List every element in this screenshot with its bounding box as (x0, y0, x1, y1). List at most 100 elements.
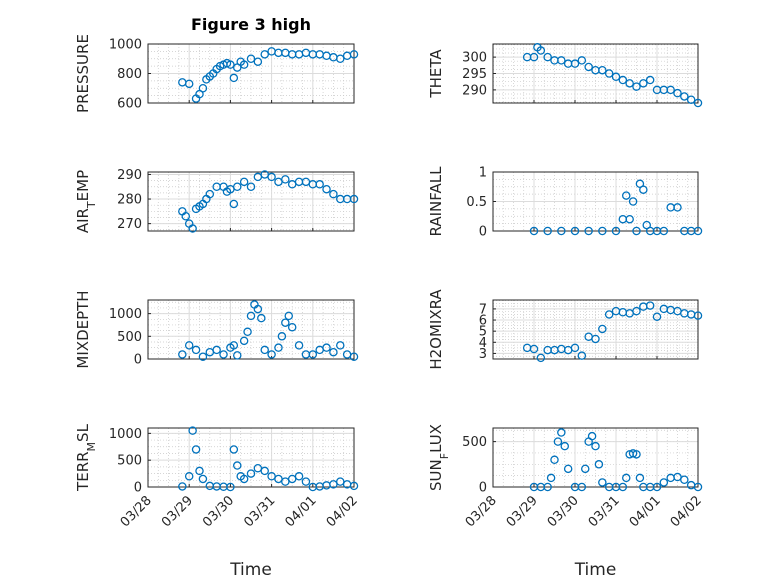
data-point (281, 175, 290, 184)
data-point (645, 301, 655, 310)
data-point (693, 482, 703, 492)
data-point (301, 477, 311, 486)
data-point (693, 226, 703, 236)
chart-title: Figure 3 high (191, 15, 311, 34)
data-point (598, 226, 607, 236)
y-tick-label: 1000 (109, 307, 142, 322)
y-tick-label: 0 (479, 225, 487, 240)
data-point (587, 431, 597, 441)
data-point (680, 475, 689, 484)
y-tick-label: 6 (479, 314, 487, 329)
data-point (287, 322, 297, 332)
data-point (639, 79, 648, 88)
y-tick-label: 290 (117, 168, 142, 183)
data-point (680, 92, 689, 101)
data-point (233, 182, 242, 191)
y-tick-label: 0 (479, 481, 487, 496)
y-axis-label: PRESSURE (74, 34, 92, 113)
data-point (349, 352, 359, 361)
data-point (198, 352, 208, 361)
data-point (239, 336, 249, 346)
data-point (181, 211, 191, 221)
data-point (246, 469, 256, 478)
y-tick-label: 295 (462, 67, 487, 82)
data-point (229, 199, 239, 209)
data-point (591, 334, 600, 344)
data-point (659, 478, 669, 487)
data-point (598, 65, 607, 75)
data-point (336, 341, 345, 350)
data-point (560, 441, 570, 451)
data-point (622, 473, 631, 483)
data-point (195, 466, 204, 476)
y-axis-label: SUNFLUX (427, 424, 451, 491)
data-point (570, 226, 580, 236)
y-tick-label: 5 (479, 325, 487, 340)
subplot-mixdepth: 0 500 1000 MIXDEPTH (74, 290, 359, 369)
data-point (191, 345, 201, 355)
x-tick-label: 04/02 (668, 493, 705, 530)
data-point (246, 182, 256, 191)
axes-box (492, 427, 699, 488)
data-point (604, 69, 614, 78)
data-point (178, 350, 187, 359)
data-point (632, 306, 641, 316)
data-point (557, 226, 566, 236)
y-tick-label: 4 (479, 336, 487, 351)
x-tick-label: 04/01 (627, 493, 664, 530)
data-point (686, 95, 696, 104)
data-point (584, 226, 593, 236)
data-point (284, 311, 294, 321)
data-point (315, 180, 324, 189)
data-point (178, 482, 187, 491)
x-tick-label: 03/29 (159, 493, 196, 530)
y-axis-label: TERRMSL (74, 423, 98, 492)
data-point (577, 351, 587, 360)
data-point (543, 52, 552, 62)
y-tick-label: 270 (117, 217, 142, 232)
y-axis-label: H2OMIXRA (427, 289, 445, 370)
y-tick-label: 1000 (109, 38, 142, 53)
data-point (184, 341, 194, 350)
y-tick-label: 600 (117, 97, 142, 112)
data-point (693, 311, 703, 320)
data-point (632, 82, 641, 91)
y-tick-label: 290 (462, 83, 487, 98)
data-point (639, 185, 648, 194)
data-point (577, 56, 587, 65)
data-point (581, 464, 590, 474)
y-tick-label: 500 (117, 454, 142, 469)
data-point (239, 474, 249, 484)
data-point (652, 482, 662, 492)
data-point (557, 56, 566, 65)
data-point (529, 52, 539, 62)
data-point (577, 482, 587, 492)
data-point (336, 54, 345, 64)
data-point (226, 60, 235, 69)
data-point (349, 481, 359, 491)
subplot-terr-msl: 0 500 1000 TERRMSL 03/28 03/29 03/30 03/31 04/01… (74, 423, 361, 580)
data-point (628, 197, 638, 206)
data-point (570, 343, 580, 353)
data-point (543, 226, 552, 236)
data-point (550, 455, 559, 465)
data-point (673, 203, 682, 212)
data-point (570, 59, 580, 68)
data-point (188, 224, 197, 233)
data-point (260, 466, 269, 476)
data-point (294, 341, 304, 350)
data-point (594, 460, 604, 469)
data-point (604, 310, 614, 319)
axes-box (492, 299, 699, 360)
data-point (543, 482, 552, 492)
y-axis-label: AIRTEMP (74, 170, 98, 233)
data-point (188, 426, 197, 435)
data-point (233, 461, 242, 470)
axes-box (147, 171, 355, 232)
x-tick-label: 03/31 (586, 493, 623, 530)
data-point (229, 445, 239, 454)
data-point (267, 350, 276, 359)
data-point (625, 214, 634, 224)
